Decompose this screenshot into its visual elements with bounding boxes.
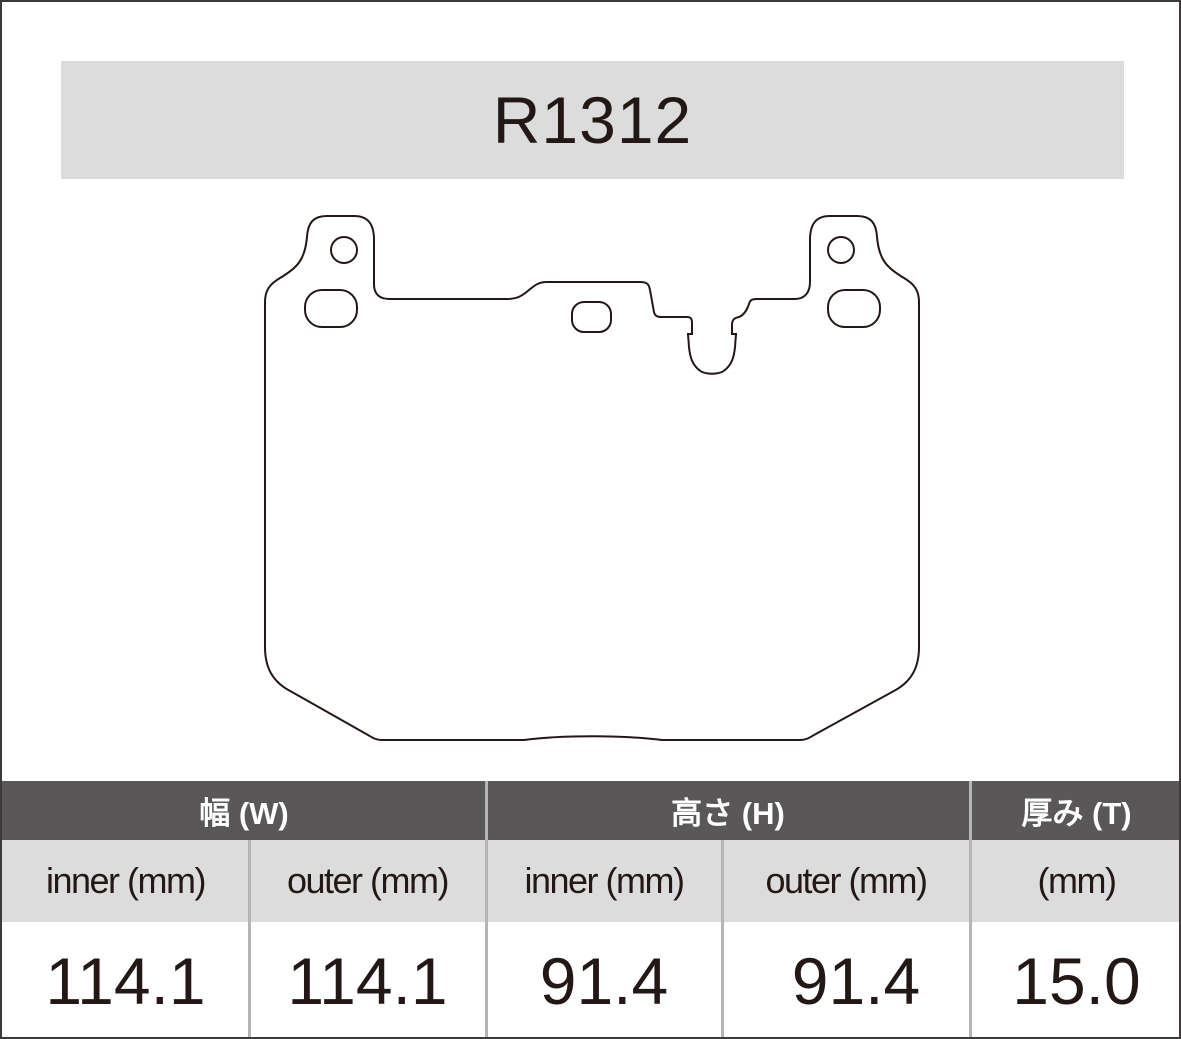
value-width-outer: 114.1 xyxy=(249,922,486,1037)
subheader-width-outer: outer (mm) xyxy=(249,840,486,922)
right-slot xyxy=(827,289,881,328)
group-width: 幅 (W) xyxy=(2,781,486,840)
subheader-height-inner: inner (mm) xyxy=(486,840,722,922)
spec-table: 幅 (W) 高さ (H) 厚み (T) inner (mm) outer (mm… xyxy=(2,781,1179,1037)
value-thickness: 15.0 xyxy=(970,922,1179,1037)
group-thickness: 厚み (T) xyxy=(970,781,1179,840)
value-height-inner: 91.4 xyxy=(486,922,722,1037)
subheader-thickness: (mm) xyxy=(970,840,1179,922)
center-slot xyxy=(571,301,612,333)
group-height: 高さ (H) xyxy=(486,781,970,840)
pad-backing-plate-outline xyxy=(264,215,920,741)
right-mounting-hole xyxy=(827,236,855,264)
part-number: R1312 xyxy=(492,83,693,157)
value-height-outer: 91.4 xyxy=(722,922,970,1037)
subheader-width-inner: inner (mm) xyxy=(2,840,249,922)
value-width-inner: 114.1 xyxy=(2,922,249,1037)
divider xyxy=(969,781,972,1037)
divider xyxy=(485,781,488,1037)
left-mounting-hole xyxy=(330,236,358,264)
left-slot xyxy=(304,289,358,328)
subheader-height-outer: outer (mm) xyxy=(722,840,970,922)
divider xyxy=(248,840,251,1037)
divider xyxy=(721,840,724,1037)
title-band: R1312 xyxy=(61,61,1124,179)
